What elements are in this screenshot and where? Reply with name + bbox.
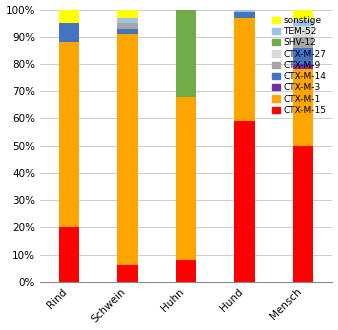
Bar <box>117 265 138 282</box>
Bar <box>293 10 313 20</box>
Bar <box>235 12 255 18</box>
Bar <box>176 97 196 260</box>
Bar <box>293 48 313 64</box>
Bar <box>293 64 313 69</box>
Bar <box>59 23 79 42</box>
Bar <box>293 69 313 146</box>
Bar <box>59 10 79 23</box>
Bar <box>117 10 138 18</box>
Bar <box>176 260 196 282</box>
Bar <box>235 10 255 12</box>
Bar <box>235 18 255 121</box>
Bar <box>293 26 313 37</box>
Bar <box>293 20 313 26</box>
Bar <box>117 23 138 29</box>
Bar <box>293 146 313 282</box>
Bar <box>59 227 79 282</box>
Bar <box>235 121 255 282</box>
Bar <box>176 10 196 97</box>
Bar <box>59 42 79 227</box>
Bar <box>117 18 138 23</box>
Bar <box>117 29 138 34</box>
Bar <box>117 34 138 265</box>
Bar <box>293 37 313 48</box>
Legend: sonstige, TEM-52, SHV-12, CTX-M-27, CTX-M-9, CTX-M-14, CTX-M-3, CTX-M-1, CTX-M-1: sonstige, TEM-52, SHV-12, CTX-M-27, CTX-… <box>270 14 328 117</box>
